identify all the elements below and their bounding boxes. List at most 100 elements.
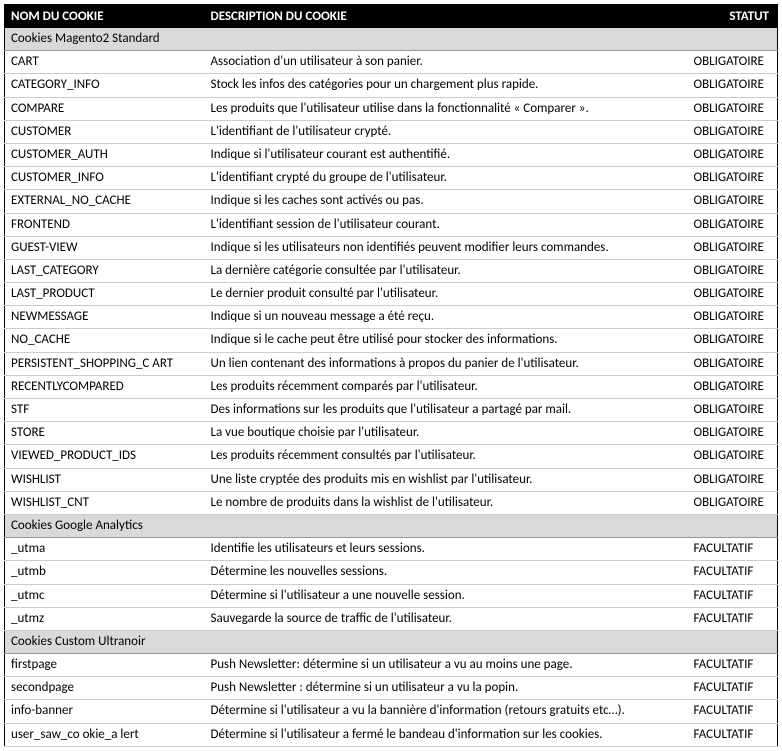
- cookie-desc: Le nombre de produits dans la wishlist d…: [205, 491, 688, 514]
- cookie-name: VIEWED_PRODUCT_IDS: [5, 445, 205, 468]
- cookie-name: _utmz: [5, 607, 205, 630]
- cookie-name: RECENTLYCOMPARED: [5, 375, 205, 398]
- cookie-name: _utmc: [5, 584, 205, 607]
- header-name: NOM DU COOKIE: [5, 5, 205, 29]
- cookie-desc: Indique si l'utilisateur courant est aut…: [205, 143, 688, 166]
- cookie-desc: Les produits récemment comparés par l'ut…: [205, 375, 688, 398]
- cookie-desc: Sauvegarde la source de traffic de l'uti…: [205, 607, 688, 630]
- cookie-desc: Un lien contenant des informations à pro…: [205, 352, 688, 375]
- table-row: WISHLISTUne liste cryptée des produits m…: [5, 468, 778, 491]
- cookie-stat: OBLIGATOIRE: [688, 74, 778, 97]
- table-row: secondpagePush Newsletter : détermine si…: [5, 677, 778, 700]
- cookie-name: LAST_CATEGORY: [5, 259, 205, 282]
- cookie-stat: FACULTATIF: [688, 677, 778, 700]
- section-title: Cookies Google Analytics: [5, 514, 778, 537]
- cookie-stat: OBLIGATOIRE: [688, 213, 778, 236]
- table-header-row: NOM DU COOKIE DESCRIPTION DU COOKIE STAT…: [5, 5, 778, 29]
- table-row: LAST_PRODUCTLe dernier produit consulté …: [5, 283, 778, 306]
- cookie-name: WISHLIST_CNT: [5, 491, 205, 514]
- table-row: LAST_CATEGORY La dernière catégorie cons…: [5, 259, 778, 282]
- cookie-stat: OBLIGATOIRE: [688, 306, 778, 329]
- cookie-name: CUSTOMER_AUTH: [5, 143, 205, 166]
- cookie-stat: OBLIGATOIRE: [688, 422, 778, 445]
- header-desc: DESCRIPTION DU COOKIE: [205, 5, 688, 29]
- cookie-stat: FACULTATIF: [688, 654, 778, 677]
- cookie-name: STF: [5, 399, 205, 422]
- table-row: _utmzSauvegarde la source de traffic de …: [5, 607, 778, 630]
- cookies-table: NOM DU COOKIE DESCRIPTION DU COOKIE STAT…: [4, 4, 778, 747]
- cookie-desc: Indique si les utilisateurs non identifi…: [205, 236, 688, 259]
- table-row: COMPARELes produits que l'utilisateur ut…: [5, 97, 778, 120]
- table-row: EXTERNAL_NO_CACHEIndique si les caches s…: [5, 190, 778, 213]
- cookie-desc: Push Newsletter : détermine si un utilis…: [205, 677, 688, 700]
- cookie-desc: Détermine si l'utilisateur a une nouvell…: [205, 584, 688, 607]
- table-row: _utmcDétermine si l'utilisateur a une no…: [5, 584, 778, 607]
- cookie-stat: OBLIGATOIRE: [688, 399, 778, 422]
- cookie-stat: OBLIGATOIRE: [688, 259, 778, 282]
- cookie-name: CUSTOMER_INFO: [5, 167, 205, 190]
- cookie-stat: FACULTATIF: [688, 584, 778, 607]
- cookie-stat: OBLIGATOIRE: [688, 283, 778, 306]
- section-title: Cookies Custom Ultranoir: [5, 630, 778, 653]
- cookie-desc: Détermine les nouvelles sessions.: [205, 561, 688, 584]
- cookie-stat: OBLIGATOIRE: [688, 167, 778, 190]
- cookie-stat: FACULTATIF: [688, 723, 778, 746]
- table-row: PERSISTENT_SHOPPING_C ARTUn lien contena…: [5, 352, 778, 375]
- table-row: _utmbDétermine les nouvelles sessions.FA…: [5, 561, 778, 584]
- cookie-desc: Indique si les caches sont activés ou pa…: [205, 190, 688, 213]
- cookie-stat: OBLIGATOIRE: [688, 352, 778, 375]
- cookie-name: GUEST-VIEW: [5, 236, 205, 259]
- cookie-desc: Stock les infos des catégories pour un c…: [205, 74, 688, 97]
- cookie-desc: Des informations sur les produits que l'…: [205, 399, 688, 422]
- section-row: Cookies Magento2 Standard: [5, 28, 778, 51]
- cookie-desc: Le dernier produit consulté par l'utilis…: [205, 283, 688, 306]
- cookie-name: EXTERNAL_NO_CACHE: [5, 190, 205, 213]
- cookie-stat: OBLIGATOIRE: [688, 51, 778, 74]
- table-row: firstpagePush Newsletter: détermine si u…: [5, 654, 778, 677]
- cookie-name: LAST_PRODUCT: [5, 283, 205, 306]
- cookie-desc: La vue boutique choisie par l'utilisateu…: [205, 422, 688, 445]
- table-row: _utmaIdentifie les utilisateurs et leurs…: [5, 538, 778, 561]
- table-row: GUEST-VIEWIndique si les utilisateurs no…: [5, 236, 778, 259]
- table-row: CATEGORY_INFOStock les infos des catégor…: [5, 74, 778, 97]
- cookie-desc: Les produits récemment consultés par l'u…: [205, 445, 688, 468]
- cookie-desc: Association d'un utilisateur à son panie…: [205, 51, 688, 74]
- cookie-desc: Détermine si l'utilisateur a vu la banni…: [205, 700, 688, 723]
- table-row: FRONTENDL'identifiant session de l'utili…: [5, 213, 778, 236]
- cookie-name: PERSISTENT_SHOPPING_C ART: [5, 352, 205, 375]
- table-row: info-bannerDétermine si l'utilisateur a …: [5, 700, 778, 723]
- table-row: WISHLIST_CNTLe nombre de produits dans l…: [5, 491, 778, 514]
- cookie-name: NO_CACHE: [5, 329, 205, 352]
- table-row: STFDes informations sur les produits que…: [5, 399, 778, 422]
- table-row: VIEWED_PRODUCT_IDSLes produits récemment…: [5, 445, 778, 468]
- cookie-stat: OBLIGATOIRE: [688, 468, 778, 491]
- cookie-name: _utma: [5, 538, 205, 561]
- cookie-name: info-banner: [5, 700, 205, 723]
- cookie-desc: Push Newsletter: détermine si un utilisa…: [205, 654, 688, 677]
- cookie-stat: OBLIGATOIRE: [688, 190, 778, 213]
- cookie-stat: FACULTATIF: [688, 561, 778, 584]
- table-row: user_saw_co okie_a lertDétermine si l'ut…: [5, 723, 778, 746]
- cookie-desc: Indique si un nouveau message a été reçu…: [205, 306, 688, 329]
- cookie-desc: La dernière catégorie consultée par l'ut…: [205, 259, 688, 282]
- cookie-name: NEWMESSAGE: [5, 306, 205, 329]
- cookie-stat: OBLIGATOIRE: [688, 375, 778, 398]
- table-row: NEWMESSAGE Indique si un nouveau message…: [5, 306, 778, 329]
- table-row: CUSTOMER_AUTHIndique si l'utilisateur co…: [5, 143, 778, 166]
- cookie-stat: OBLIGATOIRE: [688, 120, 778, 143]
- cookie-desc: Identifie les utilisateurs et leurs sess…: [205, 538, 688, 561]
- cookie-name: STORE: [5, 422, 205, 445]
- cookie-stat: OBLIGATOIRE: [688, 491, 778, 514]
- cookie-desc: Une liste cryptée des produits mis en wi…: [205, 468, 688, 491]
- table-row: CUSTOMERL'identifiant de l'utilisateur c…: [5, 120, 778, 143]
- cookie-name: WISHLIST: [5, 468, 205, 491]
- cookie-name: _utmb: [5, 561, 205, 584]
- cookie-name: COMPARE: [5, 97, 205, 120]
- cookie-name: user_saw_co okie_a lert: [5, 723, 205, 746]
- cookie-stat: FACULTATIF: [688, 700, 778, 723]
- table-row: CARTAssociation d'un utilisateur à son p…: [5, 51, 778, 74]
- header-stat: STATUT: [688, 5, 778, 29]
- cookie-desc: Indique si le cache peut être utilisé po…: [205, 329, 688, 352]
- cookie-name: CART: [5, 51, 205, 74]
- cookie-name: CUSTOMER: [5, 120, 205, 143]
